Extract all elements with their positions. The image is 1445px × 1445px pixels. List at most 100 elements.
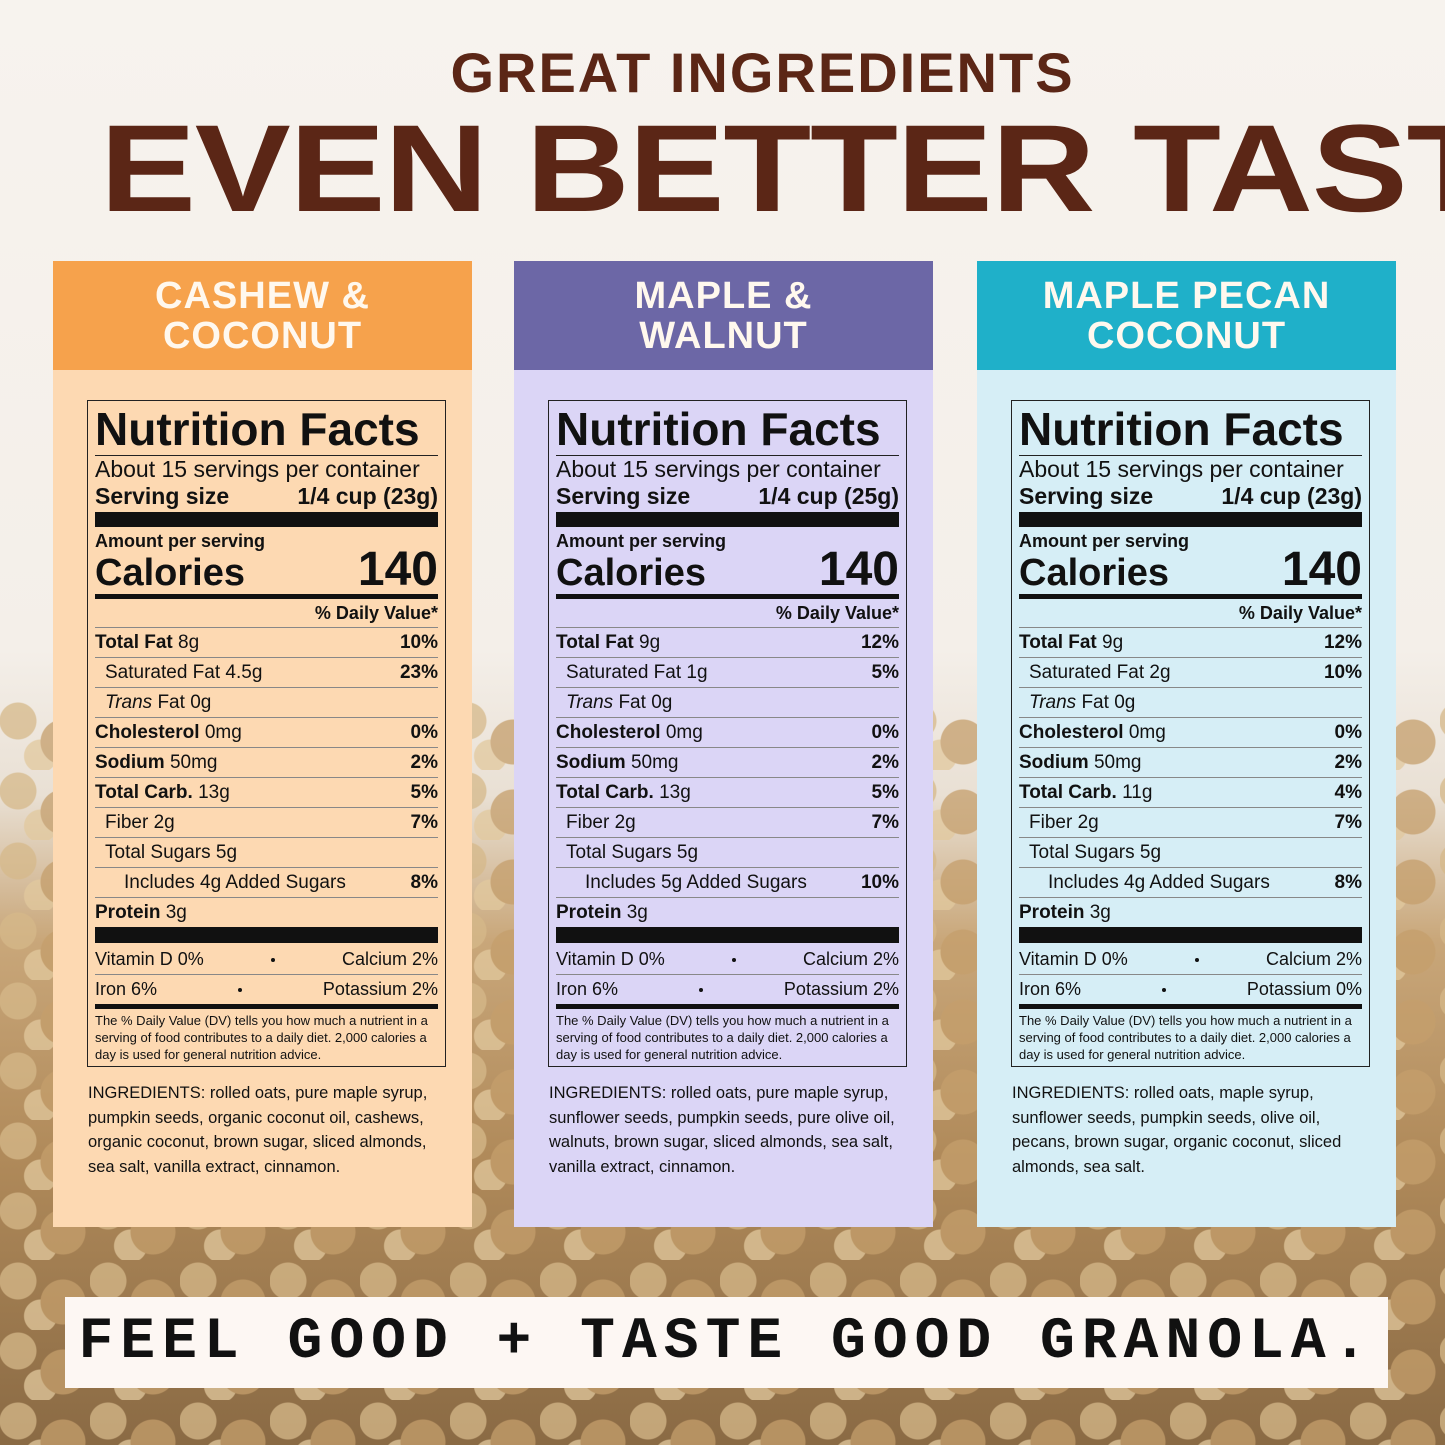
nutrient-name: Sodium [95, 752, 165, 773]
nutrient-amount: 5g [1139, 842, 1162, 863]
thick-rule [95, 512, 438, 527]
nutrient-name: Fiber [566, 812, 610, 833]
nutrient-amount: 0g [190, 692, 212, 713]
nutrient-name: Total Fat [1019, 632, 1097, 653]
nutrient-amount: 2g [153, 812, 175, 833]
nutrient-row: Protein 3g [95, 897, 438, 927]
nutrient-name: Total Fat [95, 632, 173, 653]
vitamin: Iron 6% [95, 979, 158, 999]
label-title: Nutrition Facts [95, 403, 420, 455]
nutrient: Cholesterol 0mg [1019, 718, 1166, 747]
product-name-line: MAPLE & [634, 274, 813, 317]
nutrient: Protein 3g [95, 898, 187, 927]
nutrient-row: Fiber 2g 7% [95, 807, 438, 837]
separator-dot [1194, 957, 1199, 962]
footnote: The % Daily Value (DV) tells you how muc… [556, 1004, 899, 1063]
nutrient-row: Total Sugars 5g [95, 837, 438, 867]
nutrient-dv: 0% [1334, 722, 1362, 743]
nutrient-italic: Trans [566, 692, 614, 713]
nutrient-name: Protein [1019, 902, 1085, 923]
nutrient-row: Total Fat 8g 10% [95, 627, 438, 657]
product-name-line: COCONUT [1086, 314, 1287, 357]
nutrient-dv: 2% [410, 752, 438, 773]
nutrient: Total Carb. 13g [556, 778, 691, 807]
nutrient: Saturated Fat 4.5g [95, 658, 262, 687]
nutrient-name: Total Sugars [1029, 842, 1135, 863]
nutrient-name: Includes 4g Added Sugars [1048, 872, 1270, 893]
nutrient-row: Cholesterol 0mg 0% [556, 717, 899, 747]
calories-value: 140 [1281, 543, 1362, 596]
product-panel: MAPLE PECAN COCONUT Nutrition Facts About 1… [977, 261, 1396, 1227]
nutrient-amount: 1g [686, 662, 708, 683]
nutrient-row: Saturated Fat 1g 5% [556, 657, 899, 687]
nutrient-row: Saturated Fat 4.5g 23% [95, 657, 438, 687]
nutrient-italic: Trans [105, 692, 153, 713]
nutrient-amount: 0g [1114, 692, 1136, 713]
thick-rule [556, 512, 899, 527]
nutrient: Total Fat 9g [1019, 628, 1123, 657]
nutrient-row: Cholesterol 0mg 0% [95, 717, 438, 747]
nutrient-row: Total Carb. 13g 5% [95, 777, 438, 807]
nutrient-amount: 0mg [665, 722, 703, 743]
vitamin: Calcium 2% [802, 949, 899, 969]
nutrient-amount: 5g [676, 842, 699, 863]
nutrient-row: Includes 4g Added Sugars 8% [95, 867, 438, 897]
vitamin-row: Vitamin D 0% Calcium 2% [95, 945, 438, 974]
vitamin-row: Iron 6% Potassium 2% [95, 974, 438, 1004]
nutrient-amount: 3g [165, 902, 187, 923]
nutrient-row: Total Carb. 13g 5% [556, 777, 899, 807]
nutrient: Includes 4g Added Sugars [1019, 868, 1270, 897]
calories-label: Calories [1019, 552, 1169, 594]
nutrient-dv: 10% [860, 872, 899, 893]
nutrient-dv: 8% [1334, 872, 1362, 893]
nutrient: Trans Fat 0g [1019, 688, 1135, 717]
product-name-line: MAPLE PECAN [1042, 274, 1331, 317]
nutrient-name: Fat [618, 692, 646, 713]
nutrient-dv: 0% [410, 722, 438, 743]
nutrient-dv: 23% [399, 662, 438, 683]
nutrient-amount: 9g [639, 632, 661, 653]
nutrient-name: Total Sugars [566, 842, 672, 863]
nutrient-dv: 7% [410, 812, 438, 833]
nutrient-dv: 5% [871, 782, 899, 803]
calories-label: Calories [556, 552, 706, 594]
nutrient: Total Sugars 5g [95, 838, 237, 867]
vitamin-row: Iron 6% Potassium 2% [556, 974, 899, 1004]
nutrient-name: Protein [95, 902, 161, 923]
footnote: The % Daily Value (DV) tells you how muc… [95, 1004, 438, 1063]
nutrient-row: Sodium 50mg 2% [556, 747, 899, 777]
nutrient-name: Cholesterol [1019, 722, 1124, 743]
nutrient-dv: 12% [860, 632, 899, 653]
nutrient-row: Total Sugars 5g [1019, 837, 1362, 867]
thick-rule [1019, 512, 1362, 527]
nutrient-dv: 7% [1334, 812, 1362, 833]
nutrient-amount: 3g [1089, 902, 1111, 923]
amount-per-serving: Amount per serving [95, 531, 266, 551]
nutrition-label: Nutrition Facts About 15 servings per con… [1011, 400, 1370, 1067]
nutrient: Fiber 2g [1019, 808, 1099, 837]
nutrient: Total Sugars 5g [556, 838, 698, 867]
daily-value-header: % Daily Value* [314, 603, 438, 623]
nutrient-italic: Trans [1029, 692, 1077, 713]
servings: About 15 servings per container [1019, 455, 1362, 483]
nutrient-amount: 9g [1102, 632, 1124, 653]
nutrient-name: Total Sugars [105, 842, 211, 863]
nutrient-amount: 13g [198, 782, 230, 803]
nutrient: Fiber 2g [556, 808, 636, 837]
nutrient-row: Total Fat 9g 12% [1019, 627, 1362, 657]
nutrient-amount: 4.5g [225, 662, 263, 683]
servings: About 15 servings per container [556, 455, 899, 483]
nutrient-amount: 2g [1149, 662, 1171, 683]
serving-size: Serving size 1/4 cup (25g) [556, 483, 899, 509]
vitamin: Calcium 2% [1265, 949, 1362, 969]
vitamin: Vitamin D 0% [95, 949, 204, 969]
product-name-line: COCONUT [162, 314, 363, 357]
nutrient-amount: 2g [1077, 812, 1099, 833]
thick-rule [95, 927, 438, 943]
vitamin-row: Vitamin D 0% Calcium 2% [1019, 945, 1362, 974]
nutrition-label: Nutrition Facts About 15 servings per con… [87, 400, 446, 1067]
serving-size: Serving size 1/4 cup (23g) [1019, 483, 1362, 509]
calories: Calories 140 [1019, 543, 1362, 599]
nutrient: Total Fat 8g [95, 628, 199, 657]
